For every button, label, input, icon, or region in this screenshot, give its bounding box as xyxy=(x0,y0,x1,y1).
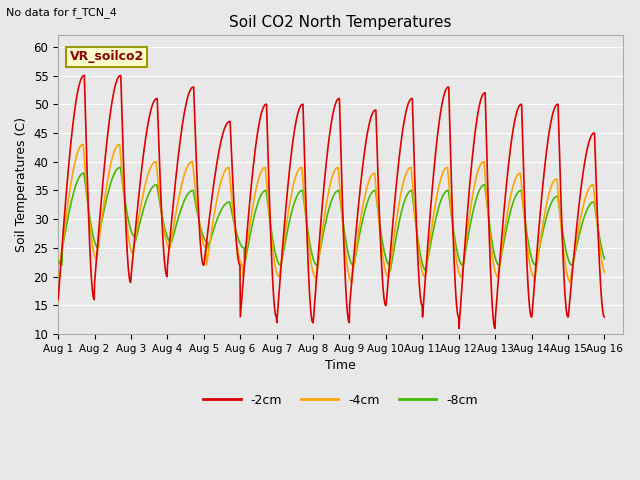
Legend: -2cm, -4cm, -8cm: -2cm, -4cm, -8cm xyxy=(198,389,483,411)
Text: VR_soilco2: VR_soilco2 xyxy=(70,50,144,63)
Title: Soil CO2 North Temperatures: Soil CO2 North Temperatures xyxy=(229,15,452,30)
Text: No data for f_TCN_4: No data for f_TCN_4 xyxy=(6,7,117,18)
Y-axis label: Soil Temperatures (C): Soil Temperatures (C) xyxy=(15,117,28,252)
X-axis label: Time: Time xyxy=(325,360,356,372)
